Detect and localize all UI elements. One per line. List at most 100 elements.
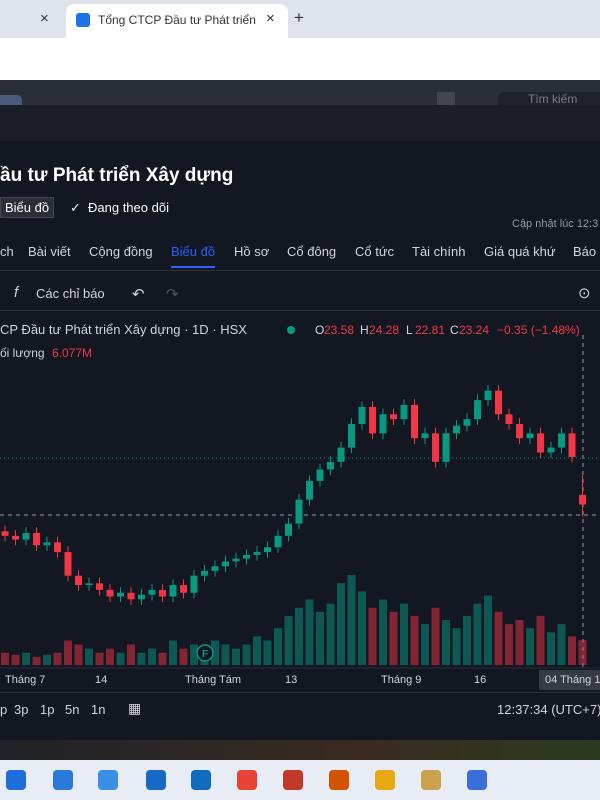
taskbar-icon[interactable] (421, 770, 441, 790)
nav-item[interactable]: Cổ tức (355, 244, 395, 259)
volume-bar (95, 652, 104, 665)
indicators-button[interactable]: Các chỉ báo (36, 286, 105, 301)
candle-body (222, 561, 229, 567)
legend-key: L (406, 323, 413, 337)
volume-bar (547, 632, 555, 665)
candle-body (390, 414, 397, 420)
interval-button[interactable]: 3p (14, 702, 29, 717)
candle-body (117, 592, 124, 597)
candle-body (148, 589, 156, 595)
candle-body (190, 575, 198, 593)
chart-button[interactable]: Biểu đồ (0, 197, 55, 218)
candle-body (253, 552, 261, 555)
interval-button[interactable]: p (0, 702, 8, 717)
nav-item[interactable]: Biểu đồ (171, 244, 216, 268)
candle-body (180, 585, 187, 593)
candle-body (264, 547, 271, 553)
candle-body (285, 523, 292, 536)
volume-bar (442, 620, 450, 665)
candle-body (75, 575, 82, 586)
fx-icon: f (14, 284, 19, 301)
chart-title: CP Đầu tư Phát triển Xây dựng · 1D · HSX (0, 322, 247, 337)
close-icon[interactable]: × (40, 10, 49, 27)
candle-body (22, 532, 30, 540)
taskbar-icon[interactable] (375, 770, 395, 790)
follow-button[interactable]: Đang theo dõi (88, 200, 169, 215)
taskbar-icon[interactable] (237, 770, 257, 790)
taskbar-icon[interactable] (329, 770, 349, 790)
volume-bar (337, 583, 345, 665)
candle-body (568, 433, 576, 458)
volume-bar (169, 640, 177, 665)
volume-bar (358, 591, 366, 665)
candle-body (85, 583, 93, 586)
legend-value: 24.28 (369, 323, 399, 337)
taskbar-icon[interactable] (98, 770, 118, 790)
nav-bar: ch Bài viết Cộng đồng Biểu đồ Hồ sơ Cổ đông Cổ… (0, 236, 600, 271)
interval-button[interactable]: 5n (65, 702, 80, 717)
new-tab[interactable]: + (294, 8, 304, 27)
taskbar-icon[interactable] (283, 770, 303, 790)
close-icon[interactable]: × (266, 10, 275, 27)
interval-button[interactable]: 1n (91, 702, 106, 717)
candle-body (295, 499, 303, 524)
taskbar-icon[interactable] (467, 770, 487, 790)
candle-body (64, 552, 72, 576)
zoom-icon[interactable]: ⊙ (578, 285, 591, 302)
taskbar-icon[interactable] (146, 770, 166, 790)
volume-bar (295, 607, 303, 665)
volume-bar (347, 575, 356, 665)
time-label: 04 Tháng 10 (545, 674, 600, 686)
legend-key: H (360, 323, 369, 337)
volume-title: ối lượng (0, 346, 45, 360)
time-label: 14 (95, 674, 107, 686)
candle-body (505, 414, 513, 424)
nav-item[interactable]: Cộng đồng (89, 244, 153, 259)
volume-bar (484, 595, 492, 665)
candle-body (12, 535, 19, 540)
candle-body (453, 425, 460, 434)
volume-bar (148, 648, 156, 665)
volume-bar (431, 607, 440, 665)
nav-item[interactable]: Cổ đông (287, 244, 337, 259)
volume-bar (242, 644, 251, 665)
search-box[interactable]: Tìm kiếm (498, 92, 600, 106)
volume-bar (473, 603, 482, 665)
candle-body (243, 554, 250, 559)
sub-header (0, 105, 600, 141)
taskbar-icon[interactable] (53, 770, 73, 790)
legend-key: C (450, 323, 459, 337)
candle-body (43, 542, 51, 546)
candle-body (169, 585, 177, 597)
volume-value: 6.077M (52, 346, 92, 360)
candle-body (327, 461, 334, 470)
grid-icon[interactable] (437, 92, 455, 105)
nav-item[interactable]: Tài chính (412, 244, 466, 259)
taskbar-icon[interactable] (6, 770, 26, 790)
candle-body (33, 532, 40, 546)
nav-item[interactable]: ch (0, 244, 14, 259)
redo-icon[interactable]: ↷ (166, 286, 179, 303)
volume-bar (526, 628, 534, 665)
candle-body (106, 589, 114, 597)
candle-body (495, 390, 502, 415)
active-tab[interactable]: Tổng CTCP Đầu tư Phát triển Xâ × (66, 4, 288, 38)
legend-key: O (315, 323, 324, 337)
volume-bar (137, 652, 146, 665)
calendar-icon[interactable]: ▦ (128, 700, 142, 716)
volume-bar (463, 615, 471, 665)
time-label: Tháng 9 (381, 674, 421, 686)
nav-item[interactable]: Báo (573, 244, 597, 259)
interval-button[interactable]: 1p (40, 702, 55, 717)
nav-item[interactable]: Giá quá khứ (484, 244, 556, 259)
volume-bar (22, 652, 30, 665)
taskbar-icon[interactable] (191, 770, 211, 790)
candle-body (232, 558, 240, 562)
candle-body (526, 433, 534, 439)
nav-item[interactable]: Bài viết (28, 244, 71, 259)
volume-bar (505, 624, 513, 665)
candle-body (54, 542, 61, 553)
nav-item[interactable]: Hồ sơ (234, 244, 270, 259)
undo-icon[interactable]: ↶ (132, 286, 145, 303)
